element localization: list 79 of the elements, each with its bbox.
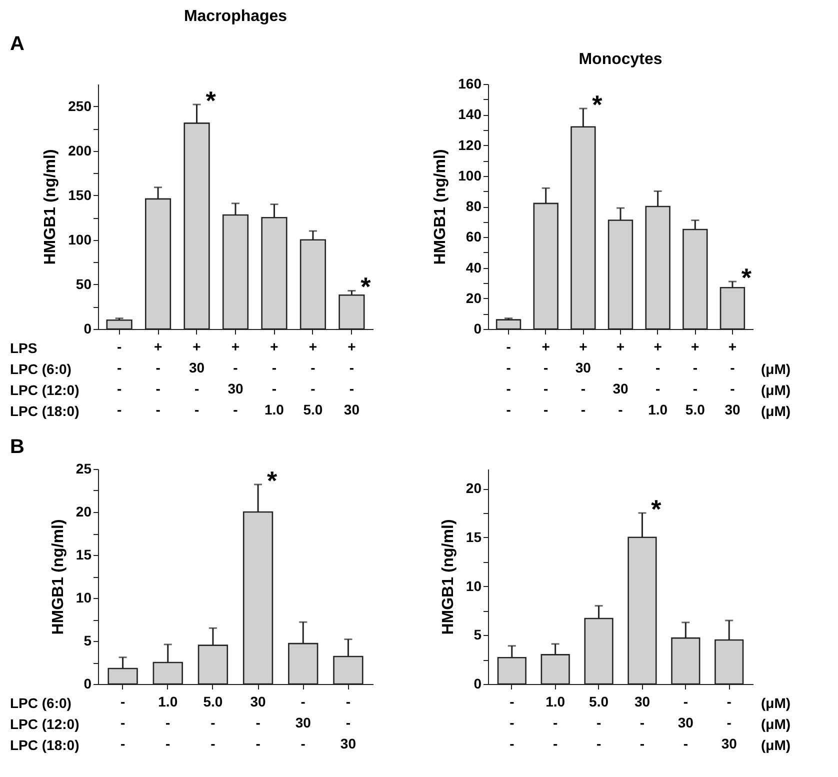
x-tick-label: - - - [510,694,515,752]
x-tick-label: + - 30 - [612,338,628,418]
x-tick-label: 1.0 - - [546,694,566,752]
annotation: * [592,90,604,120]
chart-title: Macrophages [184,8,288,25]
y-tick-label: 100 [458,167,482,184]
x-tick-label: - - - - [506,338,512,418]
y-tick-label: 10 [466,578,482,594]
text: B [10,436,24,458]
y-tick-label: 140 [458,106,482,122]
text: LPC (12:0) [10,716,80,732]
y-tick-label: 60 [466,228,482,245]
y-tick-label: 20 [466,290,482,306]
y-tick-label: 15 [466,528,482,545]
x-tick-label: + - - - [154,338,162,418]
y-tick-label: 120 [458,136,482,153]
x-tick-label: + 30 - - [575,338,592,418]
y-tick-label: 15 [76,546,92,562]
x-tick-label: + - - 30 [724,338,740,418]
y-tick-label: 50 [76,276,92,292]
text: LPC (18:0) [10,737,80,753]
x-tick-label: + - - 5.0 [685,338,706,418]
text: A [10,33,24,55]
x-tick-label: - - - [120,694,126,752]
y-tick-label: 200 [68,142,92,158]
text: LPC (18:0) [10,403,80,419]
y-tick-label: 20 [76,504,92,520]
y-axis-title: HMGB1 (ng/ml) [42,149,60,265]
x-tick-label: + - - 1.0 [648,338,668,418]
text: LPC (12:0) [10,382,80,398]
x-tick-label: 30 - - [634,694,650,752]
y-tick-label: 250 [68,98,92,114]
x-tick-label: - 30 - [295,694,312,752]
x-tick-label: - - - - [116,338,122,418]
y-tick-label: 5 [474,626,482,643]
x-tick-label: + - - 1.0 [264,338,284,418]
y-tick-label: 80 [466,198,482,214]
y-tick-label: 10 [76,590,92,606]
y-tick-label: 40 [466,259,482,276]
text: (μM) [761,403,791,419]
annotation: * [206,85,217,116]
text: (μM) [761,737,791,753]
y-tick-label: 0 [474,320,482,336]
x-tick-label: + - - 30 [344,338,360,418]
x-tick-label: + 30 - - [188,338,205,418]
annotation: * [360,272,372,302]
x-tick-label: 5.0 - - [589,694,609,752]
x-tick-label: + - - 5.0 [303,338,323,418]
x-tick-label: - - 30 [340,694,356,752]
y-tick-label: 20 [466,480,482,496]
y-tick-label: 0 [84,676,92,692]
y-tick-label: 160 [458,76,482,92]
text: (μM) [761,695,791,711]
y-axis-title: HMGB1 (ng/ml) [50,519,67,635]
y-axis-title: HMGB1 (ng/ml) [432,149,450,265]
annotation: * [266,465,278,496]
x-tick-label: - - 30 [721,694,738,752]
y-tick-label: 0 [84,320,92,336]
y-tick-label: 0 [474,676,482,692]
y-tick-label: 100 [68,231,92,248]
y-tick-label: 150 [68,186,92,203]
x-tick-label: 1.0 - - [158,694,178,752]
text: (μM) [761,382,791,398]
text: LPC (6:0) [10,695,72,711]
annotation: * [741,262,752,293]
text: LPS [10,340,38,356]
x-tick-label: + - - - [542,338,550,418]
x-tick-label: 30 - - [250,694,266,752]
x-tick-label: + - 30 - [228,338,244,418]
annotation: * [651,494,662,524]
y-tick-label: 25 [76,460,92,476]
chart-title: Monocytes [578,51,662,68]
y-tick-label: 5 [84,632,92,648]
x-tick-label: - 30 - [678,694,694,752]
text: (μM) [761,716,791,732]
text: (μM) [761,361,791,377]
text: LPC (6:0) [10,361,72,377]
y-axis-title: HMGB1 (ng/ml) [440,519,457,635]
x-tick-label: 5.0 - - [203,694,223,752]
